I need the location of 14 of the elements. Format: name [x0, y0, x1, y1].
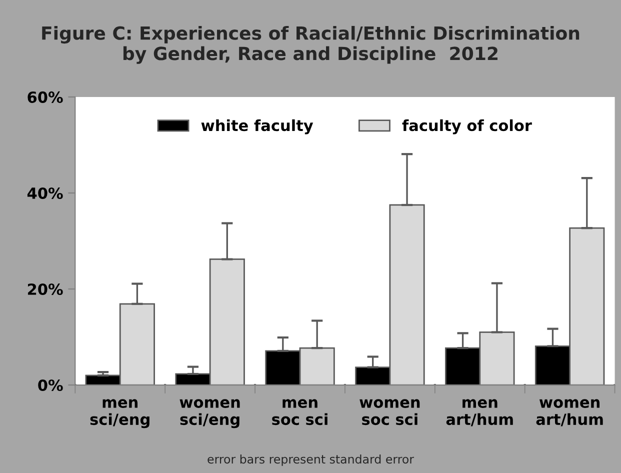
x-tick-label: men sci/eng	[90, 399, 150, 428]
x-tick-label: men soc sci	[272, 399, 328, 426]
legend-label: faculty of color	[402, 119, 532, 134]
chart-title: Figure C: Experiences of Racial/Ethnic Discrimination by Gender, Race and Discipline 2012	[42, 26, 580, 64]
x-tick-label: women art/hum	[536, 399, 603, 426]
y-tick-label: 20%	[28, 283, 63, 296]
x-tick-label: women soc sci	[360, 399, 420, 426]
y-tick-label: 0%	[38, 379, 63, 392]
x-tick-label: women sci/eng	[180, 399, 240, 428]
x-tick-label: men art/hum	[446, 399, 513, 426]
y-tick-label: 60%	[28, 91, 63, 103]
y-tick-label: 40%	[27, 187, 63, 200]
text: error bars represent standard error	[208, 454, 414, 466]
legend-label: white faculty	[201, 119, 314, 134]
